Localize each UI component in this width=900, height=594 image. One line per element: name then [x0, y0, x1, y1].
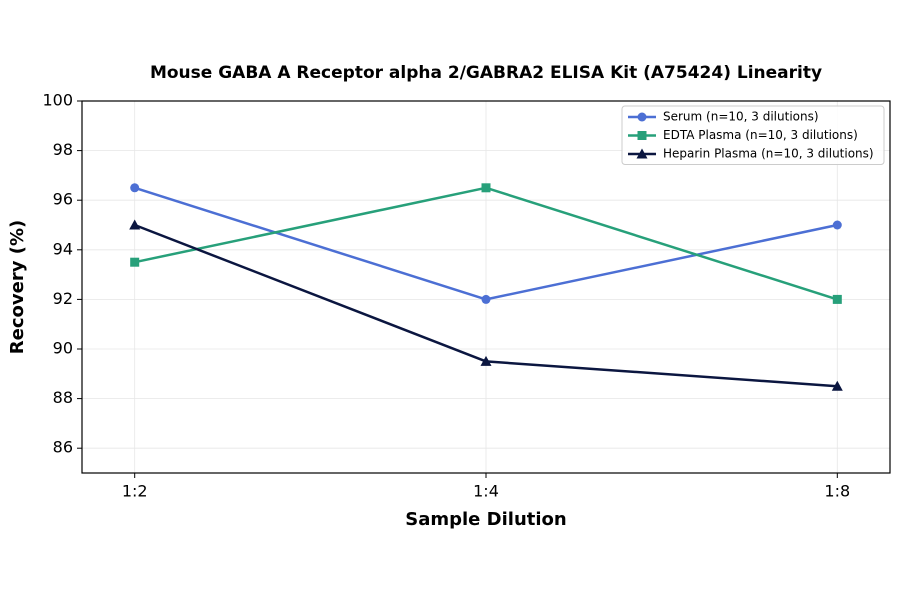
x-tick-label: 1:2 — [122, 482, 148, 501]
y-tick-label: 96 — [53, 190, 73, 209]
y-tick-label: 86 — [53, 438, 73, 457]
legend-frame — [621, 105, 885, 165]
y-tick-label: 100 — [42, 91, 73, 110]
x-tick-label: 1:8 — [824, 482, 850, 501]
chart-title: Mouse GABA A Receptor alpha 2/GABRA2 ELI… — [150, 63, 822, 83]
marker — [130, 257, 140, 267]
marker — [637, 131, 647, 140]
marker — [637, 112, 647, 122]
marker — [832, 220, 842, 230]
x-tick-label: 1:4 — [473, 482, 499, 501]
legend-label: Serum (n=10, 3 dilutions) — [663, 110, 819, 124]
y-tick-label: 88 — [53, 388, 73, 407]
marker — [481, 294, 491, 304]
legend-label: EDTA Plasma (n=10, 3 dilutions) — [663, 128, 858, 142]
y-tick-label: 94 — [53, 239, 73, 258]
marker — [831, 380, 843, 391]
y-tick-label: 92 — [53, 289, 73, 308]
marker — [480, 355, 492, 366]
legend-label: Heparin Plasma (n=10, 3 dilutions) — [663, 147, 874, 161]
marker — [130, 183, 140, 193]
marker — [481, 183, 491, 193]
marker — [832, 294, 842, 304]
legend: Serum (n=10, 3 dilutions) EDTA Plasma (n=… — [621, 105, 885, 165]
plot-frame — [81, 100, 891, 474]
marker — [636, 148, 648, 159]
y-axis-label: Recovery (%) — [7, 220, 28, 354]
x-axis-label: Sample Dilution — [405, 509, 566, 530]
y-tick-label: 90 — [53, 339, 73, 358]
y-tick-label: 98 — [53, 140, 73, 159]
marker — [129, 219, 141, 230]
